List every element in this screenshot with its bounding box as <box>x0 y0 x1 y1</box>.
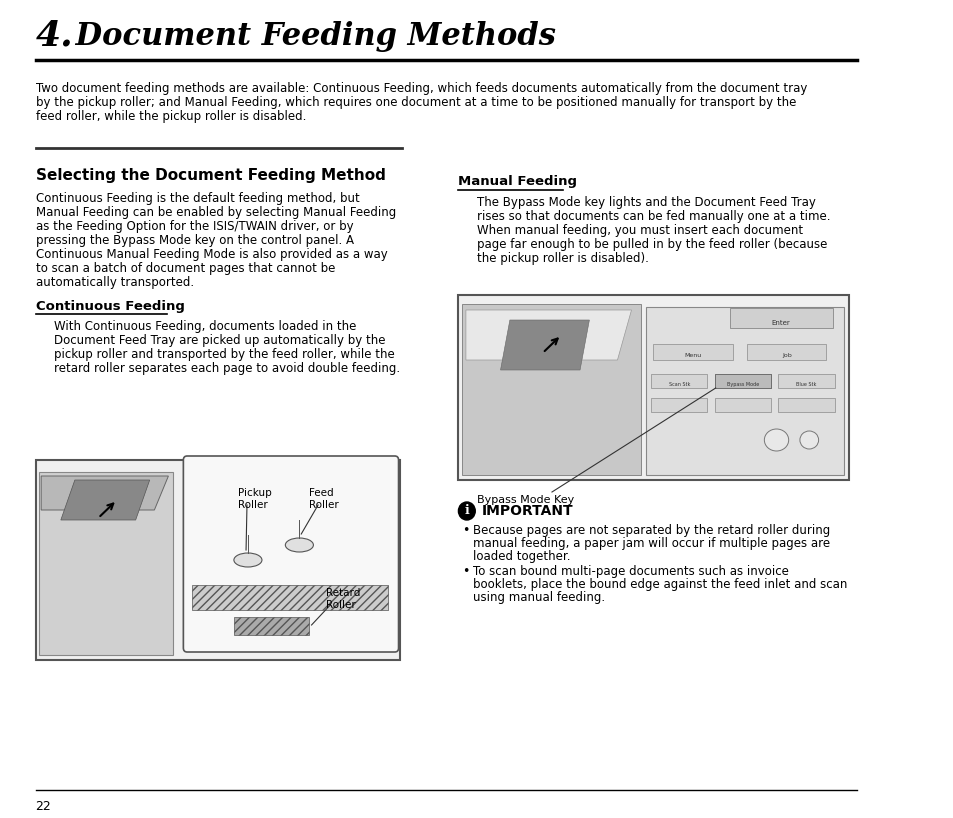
Text: The Bypass Mode key lights and the Document Feed Tray: The Bypass Mode key lights and the Docum… <box>476 196 815 209</box>
Bar <box>653 344 732 360</box>
FancyBboxPatch shape <box>183 456 398 652</box>
Bar <box>729 308 832 328</box>
Text: to scan a batch of document pages that cannot be: to scan a batch of document pages that c… <box>35 262 335 275</box>
Text: Selecting the Document Feeding Method: Selecting the Document Feeding Method <box>35 168 385 183</box>
Text: automatically transported.: automatically transported. <box>35 276 193 289</box>
Bar <box>714 374 770 388</box>
Text: Pickup
Roller: Pickup Roller <box>237 488 271 510</box>
Text: Document Feeding Methods: Document Feeding Methods <box>66 21 556 52</box>
Text: by the pickup roller; and Manual Feeding, which requires one document at a time : by the pickup roller; and Manual Feeding… <box>35 96 795 109</box>
Text: Manual Feeding: Manual Feeding <box>458 175 577 188</box>
Text: •: • <box>461 565 469 578</box>
Polygon shape <box>41 476 169 510</box>
Bar <box>233 617 309 635</box>
Bar <box>192 585 388 610</box>
Text: Blue Stk: Blue Stk <box>796 382 816 387</box>
Text: Menu: Menu <box>684 353 701 358</box>
Text: Bypass Mode Key: Bypass Mode Key <box>476 495 574 505</box>
Polygon shape <box>500 320 589 370</box>
Text: Manual Feeding can be enabled by selecting Manual Feeding: Manual Feeding can be enabled by selecti… <box>35 206 395 219</box>
Text: When manual feeding, you must insert each document: When manual feeding, you must insert eac… <box>476 224 802 237</box>
Ellipse shape <box>285 538 314 552</box>
Bar <box>746 344 825 360</box>
Text: 4.: 4. <box>35 18 73 52</box>
Text: Job: Job <box>781 353 791 358</box>
FancyBboxPatch shape <box>458 295 848 480</box>
Text: pickup roller and transported by the feed roller, while the: pickup roller and transported by the fee… <box>54 348 395 361</box>
Bar <box>778 398 834 412</box>
Text: 22: 22 <box>35 800 51 813</box>
Text: Bypass Mode: Bypass Mode <box>726 382 759 387</box>
Text: Feed
Roller: Feed Roller <box>309 488 338 510</box>
Bar <box>651 398 706 412</box>
Text: Continuous Feeding: Continuous Feeding <box>35 300 184 313</box>
Text: loaded together.: loaded together. <box>473 550 570 563</box>
Text: the pickup roller is disabled).: the pickup roller is disabled). <box>476 252 648 265</box>
Polygon shape <box>39 472 172 655</box>
Bar <box>714 374 770 388</box>
Text: as the Feeding Option for the ISIS/TWAIN driver, or by: as the Feeding Option for the ISIS/TWAIN… <box>35 220 353 233</box>
Text: To scan bound multi-page documents such as invoice: To scan bound multi-page documents such … <box>473 565 788 578</box>
Bar <box>651 374 706 388</box>
Text: Two document feeding methods are available: Continuous Feeding, which feeds docu: Two document feeding methods are availab… <box>35 82 806 95</box>
Text: Continuous Feeding is the default feeding method, but: Continuous Feeding is the default feedin… <box>35 192 359 205</box>
Text: Scan Stk: Scan Stk <box>668 382 689 387</box>
Text: •: • <box>461 524 469 537</box>
Text: retard roller separates each page to avoid double feeding.: retard roller separates each page to avo… <box>54 362 400 375</box>
Ellipse shape <box>763 429 788 451</box>
Text: feed roller, while the pickup roller is disabled.: feed roller, while the pickup roller is … <box>35 110 306 123</box>
Bar <box>714 398 770 412</box>
Text: With Continuous Feeding, documents loaded in the: With Continuous Feeding, documents loade… <box>54 320 356 333</box>
Bar <box>778 374 834 388</box>
Polygon shape <box>465 310 631 360</box>
Text: Continuous Manual Feeding Mode is also provided as a way: Continuous Manual Feeding Mode is also p… <box>35 248 387 261</box>
Ellipse shape <box>233 553 262 567</box>
Text: i: i <box>464 505 469 518</box>
FancyBboxPatch shape <box>35 460 400 660</box>
Text: Enter: Enter <box>771 320 790 326</box>
Bar <box>645 307 843 475</box>
Text: booklets, place the bound edge against the feed inlet and scan: booklets, place the bound edge against t… <box>473 578 847 591</box>
Text: using manual feeding.: using manual feeding. <box>473 591 605 604</box>
Text: page far enough to be pulled in by the feed roller (because: page far enough to be pulled in by the f… <box>476 238 826 251</box>
Text: rises so that documents can be fed manually one at a time.: rises so that documents can be fed manua… <box>476 210 830 223</box>
Polygon shape <box>61 480 150 520</box>
Text: Retard
Roller: Retard Roller <box>325 588 359 610</box>
Ellipse shape <box>799 431 818 449</box>
Text: pressing the Bypass Mode key on the control panel. A: pressing the Bypass Mode key on the cont… <box>35 234 354 247</box>
Text: manual feeding, a paper jam will occur if multiple pages are: manual feeding, a paper jam will occur i… <box>473 537 830 550</box>
Polygon shape <box>461 304 640 475</box>
Circle shape <box>458 502 475 520</box>
Text: IMPORTANT: IMPORTANT <box>481 504 573 518</box>
Text: Because pages are not separated by the retard roller during: Because pages are not separated by the r… <box>473 524 830 537</box>
Text: Document Feed Tray are picked up automatically by the: Document Feed Tray are picked up automat… <box>54 334 385 347</box>
